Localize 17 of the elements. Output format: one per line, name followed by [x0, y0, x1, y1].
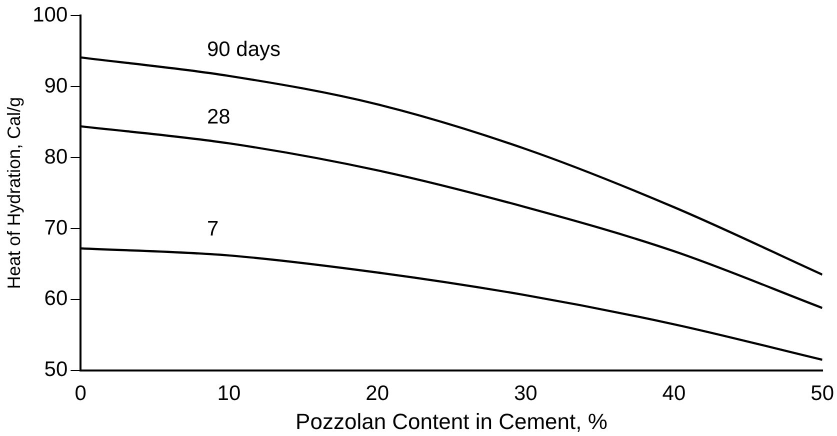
y-tick-label: 70 [44, 216, 68, 240]
y-tick-label: 100 [32, 3, 68, 26]
x-tick-label: 20 [366, 382, 389, 405]
y-tick-label: 60 [44, 287, 68, 310]
series-label: 7 [206, 217, 219, 240]
y-tick-label: 50 [44, 358, 68, 382]
x-tick-label: 0 [74, 382, 86, 405]
x-tick-label: 40 [662, 382, 686, 405]
x-tick-label: 10 [217, 382, 241, 405]
y-axis-title: Heat of Hydration, Cal/g [4, 96, 24, 290]
y-tick-label: 90 [44, 74, 68, 98]
series-label: 28 [206, 105, 230, 128]
x-tick-label: 50 [810, 382, 834, 405]
series-label: 90 days [206, 38, 281, 61]
x-tick-label: 30 [514, 382, 538, 405]
x-axis-title: Pozzolan Content in Cement, % [296, 408, 608, 434]
y-tick-label: 80 [44, 145, 68, 168]
